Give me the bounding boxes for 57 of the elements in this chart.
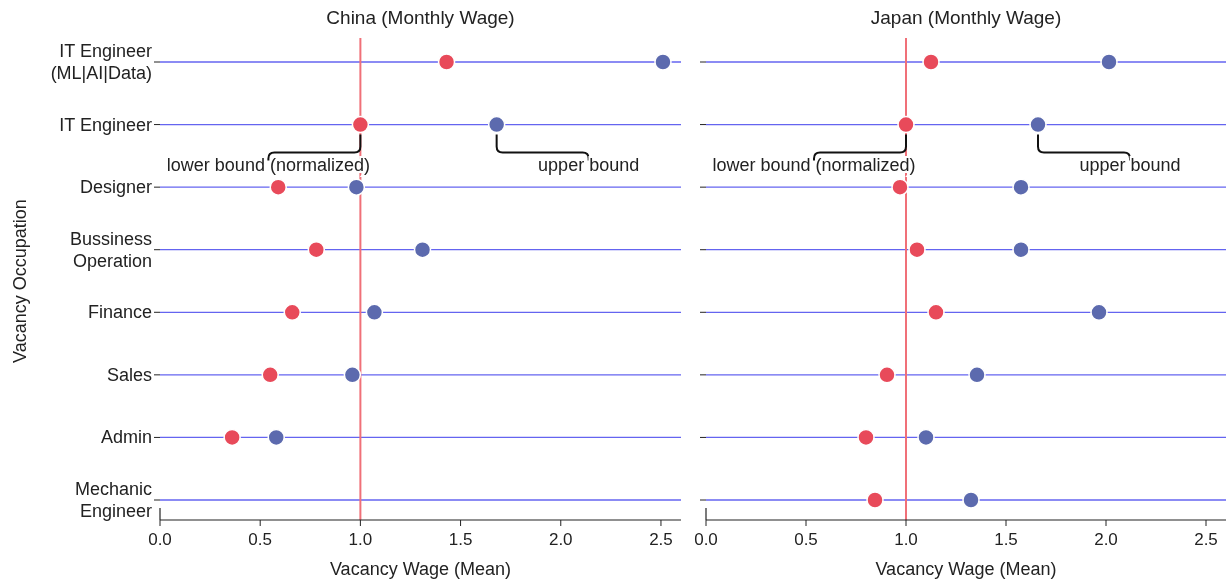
chart-title: China (Monthly Wage): [326, 7, 515, 28]
point: [307, 240, 326, 259]
point: [269, 178, 287, 196]
x-tick-label: 1.5: [448, 530, 473, 549]
x-tick-label: 1.0: [894, 530, 918, 549]
annotation: upper bound: [1079, 154, 1181, 175]
point: [261, 366, 279, 384]
x-tick-label: 0.0: [148, 530, 172, 549]
x-tick-label: 1.5: [994, 530, 1018, 549]
point: [922, 53, 940, 71]
point: [1100, 53, 1118, 71]
y-tick-label: Finance: [87, 302, 152, 323]
point: [927, 303, 945, 322]
point: [878, 366, 896, 384]
point: [1012, 240, 1030, 259]
y-tick-label: IT Engineer (ML|AI|Data): [50, 41, 152, 83]
y-tick-label: Admin: [100, 427, 152, 448]
point: [347, 178, 366, 196]
y-tick-label: Mechanic Engineer: [74, 479, 152, 521]
point: [891, 178, 909, 196]
point: [223, 428, 241, 447]
y-axis-title: Vacancy Occupation: [10, 199, 30, 363]
point: [654, 53, 672, 71]
point: [962, 491, 980, 509]
x-tick-label: 0.5: [794, 530, 818, 549]
point: [413, 240, 432, 259]
x-tick-label: 0.0: [694, 530, 718, 549]
y-tick-label: Bussiness Operation: [69, 228, 152, 271]
x-axis-title: Vacancy Wage (Mean): [329, 559, 512, 579]
point: [437, 53, 456, 71]
y-tick-label: Sales: [106, 364, 152, 385]
x-tick-label: 2.5: [649, 530, 673, 549]
point: [866, 491, 884, 509]
point: [968, 366, 986, 384]
point: [365, 303, 384, 322]
point: [908, 240, 926, 259]
point: [343, 366, 362, 384]
point: [857, 428, 875, 447]
point: [1012, 178, 1030, 196]
point: [1090, 303, 1108, 322]
point: [351, 115, 370, 134]
x-tick-label: 2.5: [1194, 530, 1218, 549]
y-tick-label: IT Engineer: [59, 114, 152, 135]
point: [1029, 115, 1047, 134]
x-tick-label: 2.0: [548, 530, 573, 549]
x-tick-label: 2.0: [1094, 530, 1118, 549]
point: [283, 303, 301, 322]
y-tick-label: Designer: [79, 177, 152, 198]
x-tick-label: 0.5: [248, 530, 273, 549]
point: [917, 428, 935, 447]
x-axis-title: Vacancy Wage (Mean): [875, 559, 1057, 579]
x-tick-label: 1.0: [348, 530, 373, 549]
annotation: upper bound: [538, 154, 640, 175]
chart-title: Japan (Monthly Wage): [870, 7, 1062, 28]
point: [487, 115, 506, 134]
point: [897, 115, 915, 134]
point: [267, 428, 285, 447]
